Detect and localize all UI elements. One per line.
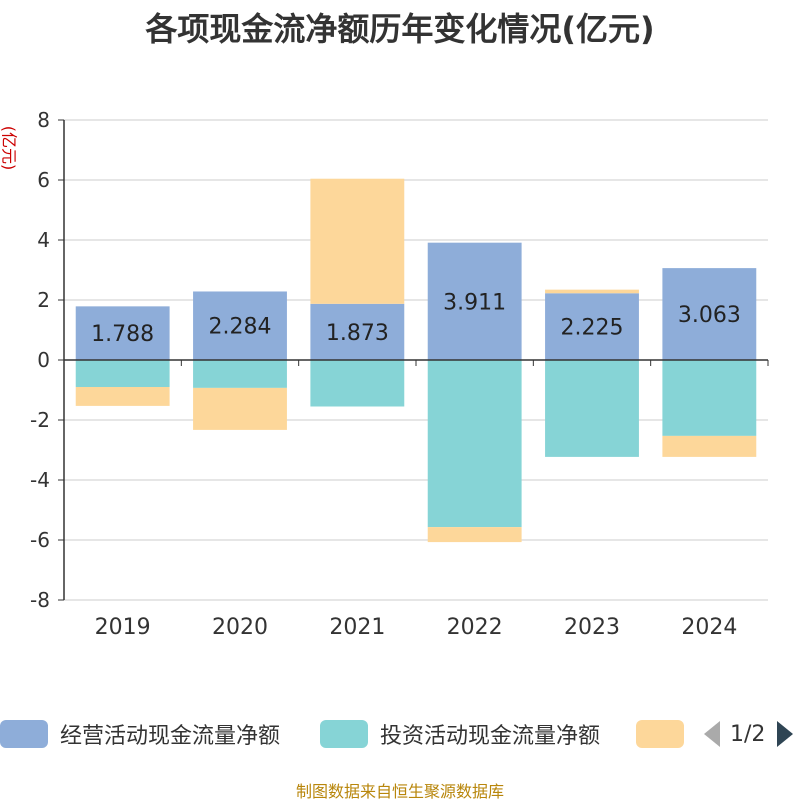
bar-s0-2020	[193, 291, 287, 360]
legend-swatch-financing	[636, 720, 684, 748]
bar-s0-2022	[427, 242, 522, 360]
bar-s1-2024	[662, 360, 757, 436]
data-source-note: 制图数据来自恒生聚源数据库	[295, 782, 504, 801]
y-tick-label: -2	[30, 408, 50, 432]
data-label: 1.873	[326, 321, 389, 346]
bar-s1-2020	[193, 360, 287, 388]
legend-item-investing[interactable]: 投资活动现金流量净额	[320, 716, 600, 752]
bar-s1-2022	[427, 360, 522, 528]
data-label: 1.788	[91, 322, 154, 347]
legend-page-number: 1/2	[730, 721, 766, 747]
y-tick-label: 0	[37, 348, 50, 372]
legend: 经营活动现金流量净额 投资活动现金流量净额	[0, 716, 800, 752]
bar-chart: 8 6 4 2 0 -2 -4 -6 -8 1.788 2.284 1.873 3.911 2.225 3.…	[30, 108, 769, 640]
data-label: 2.284	[209, 315, 272, 340]
x-tick-label: 2020	[212, 615, 268, 640]
bar-s1-2021	[310, 360, 405, 407]
legend-item-operating[interactable]: 经营活动现金流量净额	[0, 716, 280, 752]
next-page-icon[interactable]	[777, 721, 794, 747]
bar-s2-2019	[75, 387, 170, 406]
data-label: 3.911	[443, 290, 506, 315]
y-tick-label: 6	[37, 168, 50, 192]
x-tick-label: 2023	[564, 615, 620, 640]
bar-s0-2021	[310, 303, 405, 360]
bar-s2-2024	[662, 435, 757, 457]
bar-s2-2023	[545, 289, 639, 294]
bar-s0-2023	[545, 293, 639, 360]
x-tick-label: 2019	[95, 615, 151, 640]
legend-pager: 1/2	[700, 716, 800, 752]
bar-s0-2024	[662, 268, 757, 360]
bar-s0-2019	[75, 306, 170, 360]
bar-s2-2021	[310, 178, 405, 304]
legend-label-operating: 经营活动现金流量净额	[60, 724, 281, 749]
legend-item-financing[interactable]	[636, 716, 696, 752]
x-tick-label: 2022	[447, 615, 503, 640]
prev-page-icon[interactable]	[704, 721, 720, 747]
bar-s1-2023	[545, 360, 639, 457]
x-tick-label: 2021	[329, 615, 385, 640]
legend-swatch-operating	[0, 720, 48, 748]
y-tick-label: -4	[30, 468, 50, 492]
chart-title: 各项现金流净额历年变化情况(亿元)	[145, 10, 655, 48]
data-label: 2.225	[561, 316, 624, 341]
y-tick-label: -8	[30, 588, 50, 612]
legend-swatch-investing	[320, 720, 368, 748]
y-tick-label: -6	[30, 528, 50, 552]
y-tick-label: 2	[37, 288, 50, 312]
bar-s2-2022	[427, 527, 522, 543]
bar-s2-2020	[193, 387, 287, 430]
legend-label-investing: 投资活动现金流量净额	[380, 724, 601, 749]
y-tick-label: 4	[37, 228, 50, 252]
data-label: 3.063	[678, 303, 741, 328]
x-tick-label: 2024	[681, 615, 737, 640]
y-tick-label: 8	[37, 108, 50, 132]
bar-s1-2019	[75, 360, 170, 387]
